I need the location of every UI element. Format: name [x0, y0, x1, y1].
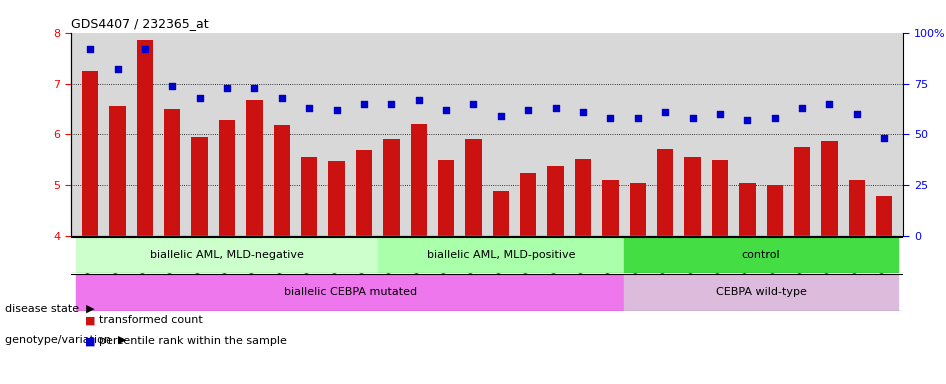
Point [329, 107, 344, 113]
Bar [624, 237, 898, 273]
Text: GDS4407 / 232365_at: GDS4407 / 232365_at [71, 17, 208, 30]
Bar [794, 147, 811, 236]
Point [795, 105, 810, 111]
Bar [110, 106, 126, 236]
Bar [219, 120, 236, 236]
Bar [383, 139, 399, 236]
Bar [77, 237, 377, 273]
Text: genotype/variation  ▶: genotype/variation ▶ [5, 335, 126, 345]
Text: transformed count: transformed count [99, 315, 203, 325]
Point [357, 101, 372, 107]
Bar [849, 180, 865, 236]
Point [439, 107, 454, 113]
Point [412, 97, 427, 103]
Bar [411, 124, 427, 236]
Point [630, 115, 645, 121]
Point [165, 83, 180, 89]
Text: ■: ■ [85, 336, 96, 346]
Text: CEBPA wild-type: CEBPA wild-type [715, 287, 807, 298]
Bar [328, 161, 344, 236]
Point [82, 46, 97, 52]
Bar [164, 109, 181, 236]
Bar [575, 159, 591, 236]
Bar [301, 157, 318, 236]
Point [384, 101, 399, 107]
Bar [136, 40, 153, 236]
Bar [77, 274, 624, 311]
Point [493, 113, 508, 119]
Bar [766, 185, 783, 236]
Bar [438, 160, 454, 236]
Point [274, 95, 289, 101]
Text: percentile rank within the sample: percentile rank within the sample [99, 336, 288, 346]
Bar [603, 180, 619, 236]
Point [548, 105, 563, 111]
Bar [821, 141, 838, 236]
Point [110, 66, 125, 72]
Point [740, 117, 755, 123]
Text: biallelic AML, MLD-positive: biallelic AML, MLD-positive [427, 250, 575, 260]
Point [302, 105, 317, 111]
Point [877, 136, 892, 142]
Bar [465, 139, 482, 236]
Point [712, 111, 727, 117]
Point [466, 101, 482, 107]
Point [767, 115, 782, 121]
Point [247, 84, 262, 91]
Bar [548, 166, 564, 236]
Bar [273, 125, 290, 236]
Bar [356, 150, 372, 236]
Bar [876, 197, 892, 236]
Text: disease state  ▶: disease state ▶ [5, 304, 95, 314]
Bar [684, 157, 701, 236]
Bar [711, 160, 728, 236]
Bar [520, 172, 536, 236]
Bar [377, 237, 624, 273]
Bar [246, 100, 263, 236]
Point [137, 46, 152, 52]
Bar [739, 183, 756, 236]
Text: biallelic CEBPA mutated: biallelic CEBPA mutated [284, 287, 417, 298]
Point [657, 109, 673, 115]
Point [219, 84, 235, 91]
Bar [493, 191, 509, 236]
Bar [624, 274, 898, 311]
Text: biallelic AML, MLD-negative: biallelic AML, MLD-negative [150, 250, 304, 260]
Bar [82, 71, 98, 236]
Text: control: control [742, 250, 780, 260]
Text: ■: ■ [85, 315, 96, 325]
Point [850, 111, 865, 117]
Point [685, 115, 700, 121]
Point [575, 109, 590, 115]
Point [603, 115, 618, 121]
Point [520, 107, 535, 113]
Bar [630, 183, 646, 236]
Point [822, 101, 837, 107]
Bar [657, 149, 674, 236]
Point [192, 95, 207, 101]
Bar [191, 137, 208, 236]
